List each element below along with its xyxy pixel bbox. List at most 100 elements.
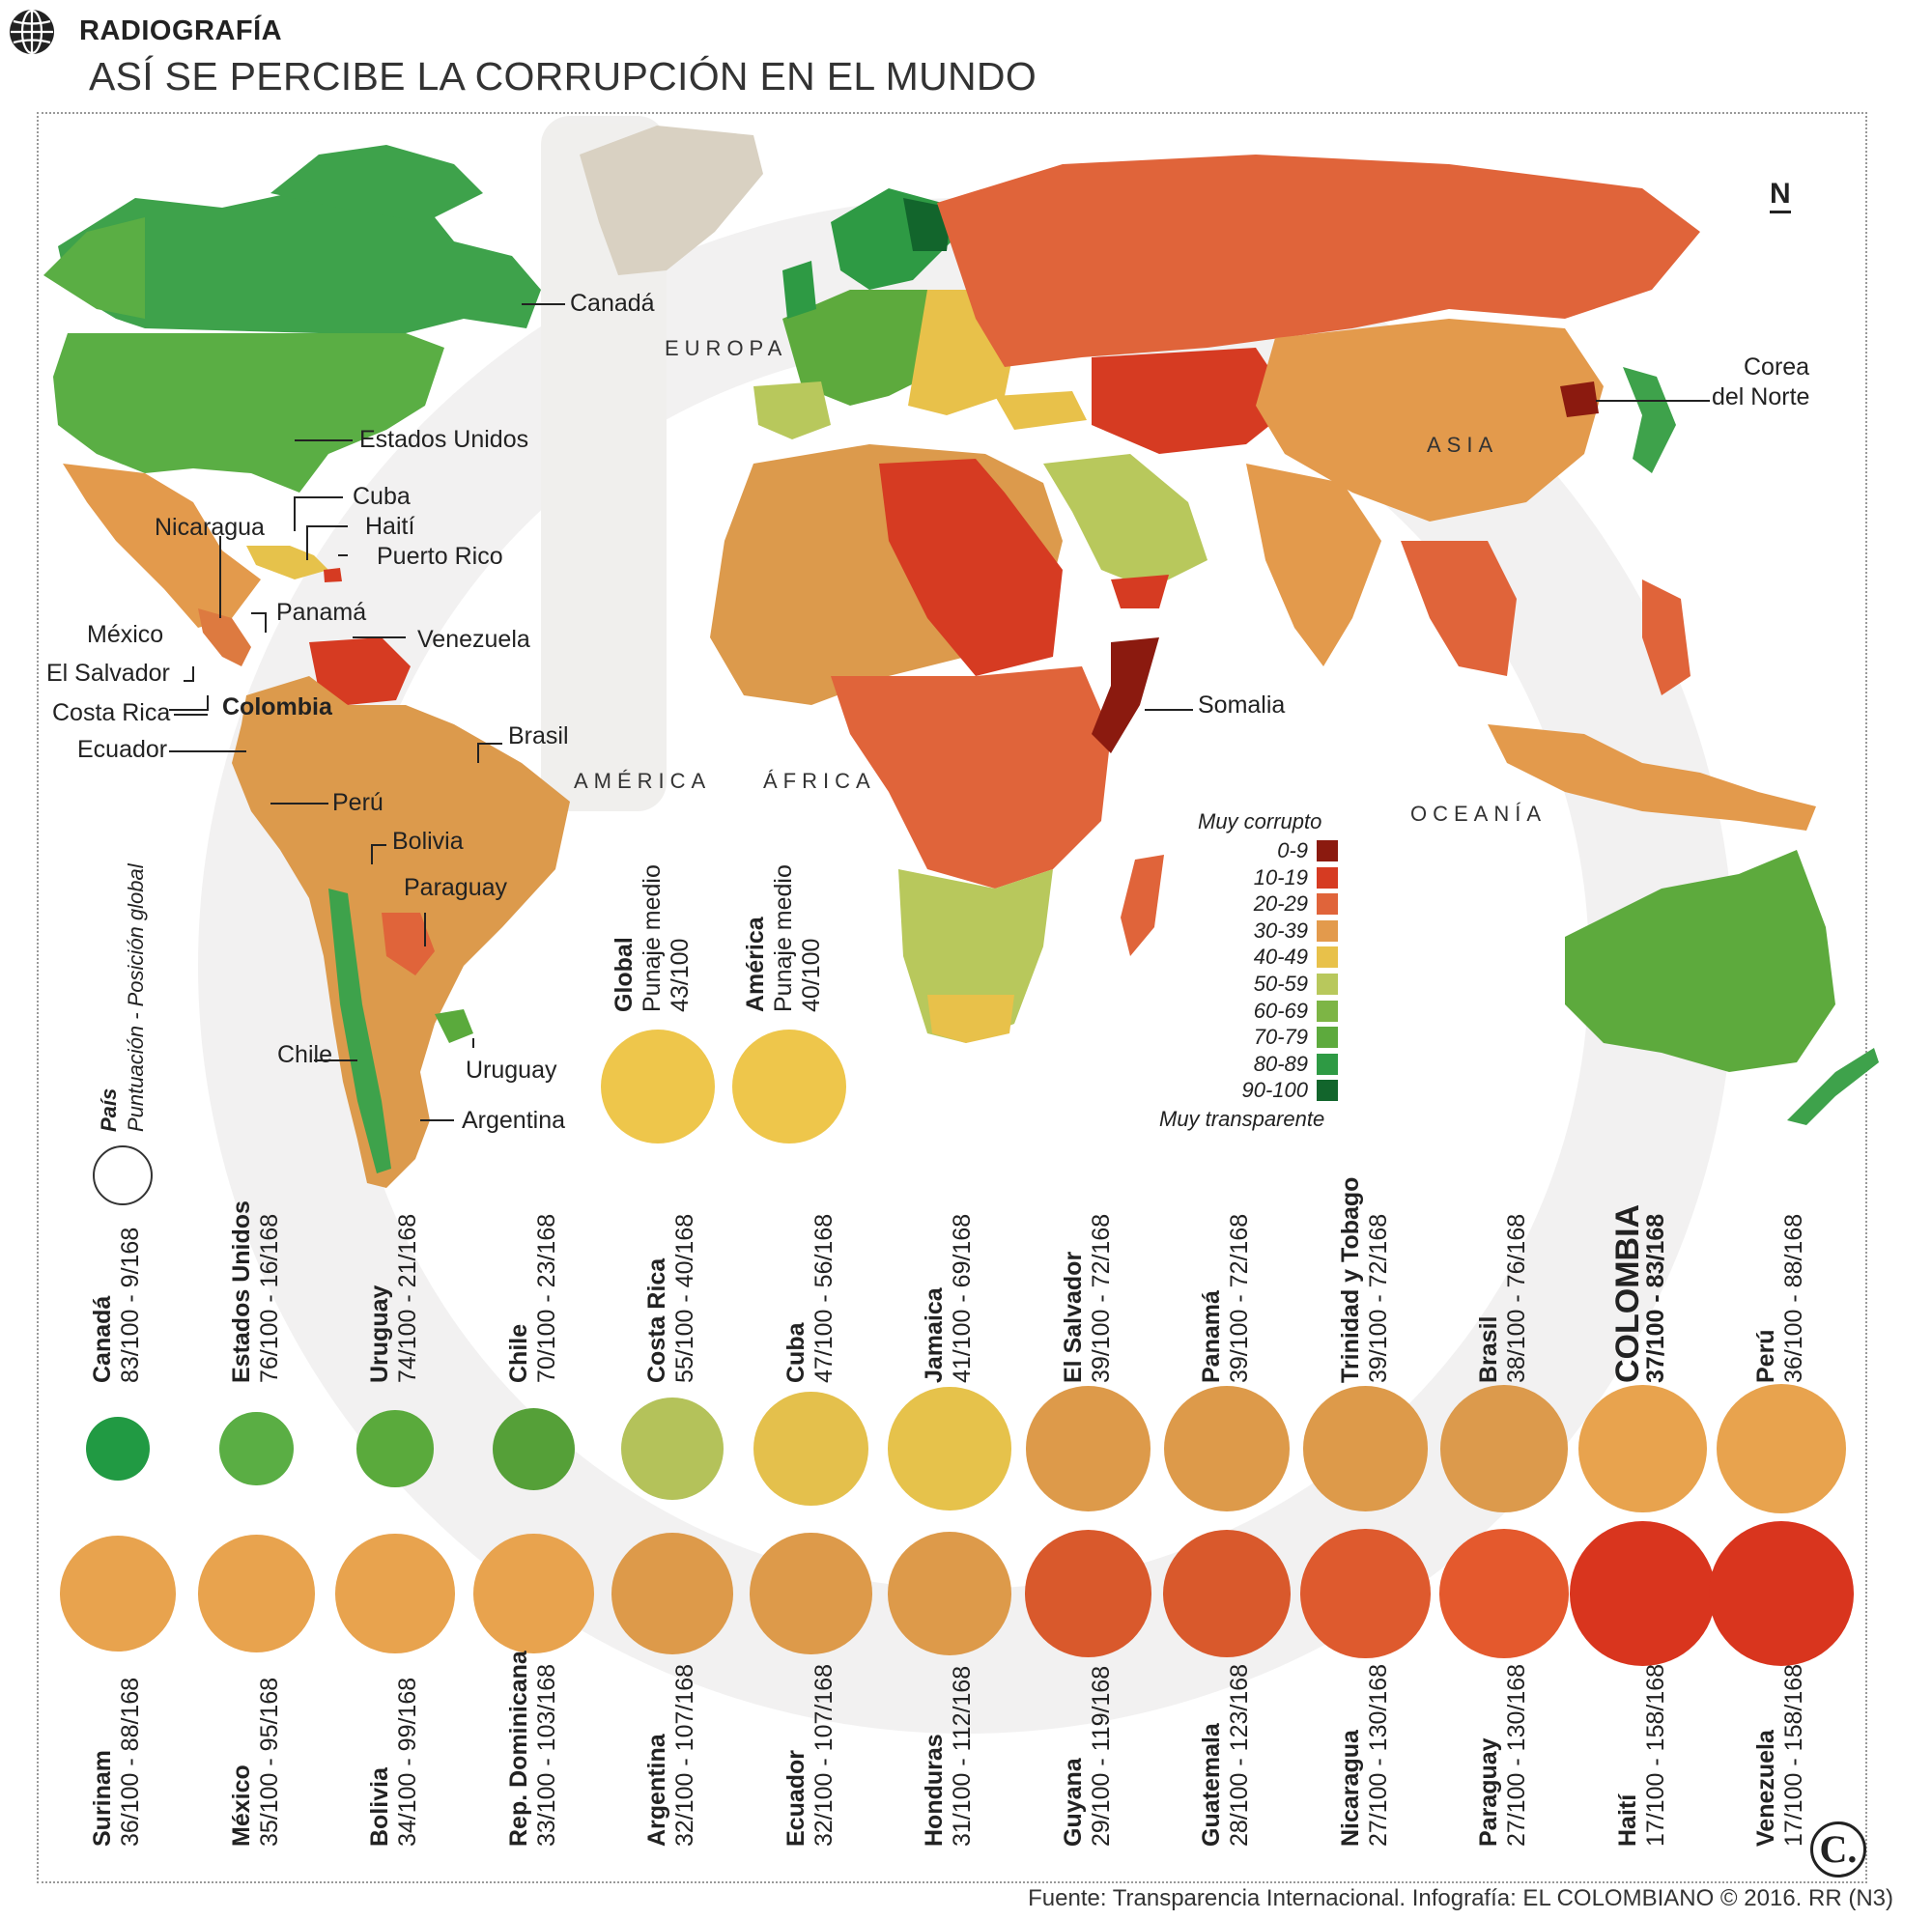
country-uk — [782, 261, 816, 319]
legend-range-label: 10-19 — [1253, 864, 1308, 889]
country-score-label: México 35/100 - 95/168 — [228, 1678, 284, 1847]
country-name: Estados Unidos — [227, 1200, 255, 1383]
country-canada — [58, 188, 541, 333]
average-label: Global Punaje medio 43/100 — [611, 864, 694, 1012]
label-argentina: Argentina — [462, 1107, 566, 1134]
country-score-circle — [60, 1536, 176, 1652]
country-name: Surinam — [89, 1749, 116, 1847]
country-score-label: Paraguay 27/100 - 130/168 — [1475, 1664, 1531, 1847]
legend-swatch — [1317, 893, 1338, 916]
continent-africa: ÁFRICA — [763, 769, 876, 793]
country-score-circle — [335, 1534, 455, 1653]
country-name: Canadá — [89, 1295, 116, 1383]
country-score-label: Estados Unidos 76/100 - 16/168 — [228, 1200, 284, 1383]
country-score-label: Jamaica 41/100 - 69/168 — [921, 1214, 977, 1383]
country-usa — [53, 333, 444, 493]
legend-item: 80-89 — [1169, 1052, 1362, 1077]
key-country-label: País — [97, 1087, 121, 1132]
average-label: América Punaje medio 40/100 — [742, 864, 825, 1012]
country-score-circle — [1162, 1529, 1292, 1658]
country-name: Ecuador — [781, 1749, 810, 1847]
south-africa — [927, 995, 1014, 1043]
country-score-label: Panamá 39/100 - 72/168 — [1198, 1214, 1254, 1383]
country-score-label: Argentina 32/100 - 107/168 — [643, 1664, 699, 1847]
north-arrow-icon: N — [1770, 178, 1791, 213]
label-ecuador: Ecuador — [77, 736, 168, 763]
legend-range-label: 30-39 — [1253, 918, 1308, 943]
average-circle — [601, 1030, 715, 1144]
legend-item: 60-69 — [1169, 999, 1362, 1024]
country-score-circle — [473, 1533, 594, 1654]
country-name: Nicaragua — [1336, 1730, 1364, 1847]
country-score-circle — [750, 1532, 872, 1655]
country-score-detail: 27/100 - 130/168 — [1503, 1663, 1530, 1847]
country-name: Brasil — [1475, 1315, 1502, 1383]
globe-icon — [10, 9, 54, 55]
label-mexico: México — [87, 621, 164, 648]
label-panama: Panamá — [276, 599, 367, 626]
legend-range-label: 60-69 — [1253, 998, 1308, 1023]
country-score-circle — [1164, 1386, 1290, 1511]
label-cuba: Cuba — [353, 483, 411, 510]
country-score-detail: 35/100 - 95/168 — [255, 1677, 283, 1847]
legend-swatch — [1317, 1053, 1338, 1075]
country-north-korea — [1560, 381, 1599, 417]
country-score-detail: 17/100 - 158/168 — [1641, 1663, 1669, 1847]
country-venezuela — [309, 637, 411, 705]
country-score-label: Nicaragua 27/100 - 130/168 — [1337, 1664, 1393, 1847]
legend-item: 70-79 — [1169, 1025, 1362, 1050]
country-somalia — [1092, 637, 1159, 753]
central-america — [198, 608, 251, 666]
legend-range-label: 20-29 — [1253, 891, 1308, 917]
country-score-label: Haití 17/100 - 158/168 — [1614, 1664, 1670, 1847]
label-corea-line1: Corea — [1744, 353, 1810, 381]
country-name: Chile — [504, 1323, 532, 1383]
country-name: México — [227, 1765, 255, 1847]
label-usa: Estados Unidos — [359, 426, 529, 453]
legend-item: 30-39 — [1169, 918, 1362, 944]
arctic-islands — [270, 145, 483, 222]
country-madagascar — [1121, 855, 1164, 956]
country-score-circle — [1024, 1530, 1152, 1657]
legend-swatch — [1317, 1000, 1338, 1022]
country-score-label: Ecuador 32/100 - 107/168 — [782, 1664, 838, 1847]
label-brasil: Brasil — [508, 722, 569, 749]
country-japan — [1623, 367, 1676, 473]
country-score-detail: 41/100 - 69/168 — [949, 1213, 976, 1383]
country-china — [1256, 319, 1604, 522]
country-mexico — [63, 464, 261, 628]
country-score-detail: 47/100 - 56/168 — [810, 1213, 838, 1383]
country-name: Perú — [1752, 1329, 1779, 1383]
label-somalia: Somalia — [1198, 692, 1286, 719]
label-haiti: Haití — [365, 513, 415, 540]
country-name: Haití — [1613, 1793, 1641, 1847]
label-costa-rica: Costa Rica — [52, 699, 171, 726]
country-name: Trinidad y Tobago — [1336, 1176, 1364, 1383]
country-score-circle — [493, 1407, 575, 1490]
label-peru: Perú — [332, 789, 384, 816]
country-score-detail: 28/100 - 123/168 — [1226, 1663, 1253, 1847]
country-score-detail: 76/100 - 16/168 — [255, 1213, 283, 1383]
country-score-circle — [611, 1532, 734, 1655]
legend-top-label: Muy corrupto — [1198, 809, 1322, 833]
label-paraguay: Paraguay — [404, 874, 508, 901]
country-score-detail: 70/100 - 23/168 — [532, 1213, 560, 1383]
country-greenland — [580, 126, 763, 275]
country-score-circle — [1578, 1384, 1707, 1513]
leader-lines — [169, 303, 1710, 1121]
country-haiti — [324, 568, 342, 582]
country-score-circle — [1440, 1385, 1568, 1512]
country-turkey — [995, 391, 1087, 430]
legend-bottom-label: Muy transparente — [1159, 1107, 1325, 1131]
country-score-detail: 17/100 - 158/168 — [1780, 1663, 1807, 1847]
country-name: Rep. Dominicana — [504, 1651, 532, 1847]
country-score-detail: 38/100 - 76/168 — [1503, 1213, 1530, 1383]
country-name: Costa Rica — [643, 1257, 670, 1383]
country-india — [1246, 464, 1381, 666]
source-credit: Fuente: Transparencia Internacional. Inf… — [1028, 1885, 1893, 1911]
arabia — [1043, 454, 1208, 589]
country-score-circle — [197, 1535, 316, 1652]
country-score-label: Uruguay 74/100 - 21/168 — [366, 1214, 422, 1383]
country-score-detail: 39/100 - 72/168 — [1087, 1213, 1115, 1383]
section-kicker: RADIOGRAFÍA — [79, 15, 283, 46]
